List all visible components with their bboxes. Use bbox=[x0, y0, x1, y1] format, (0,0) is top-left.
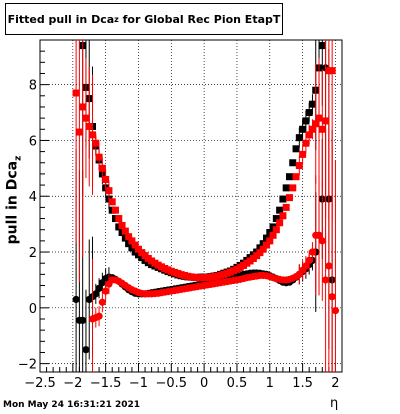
sigma-marker bbox=[263, 241, 270, 249]
sigma-marker bbox=[308, 125, 316, 133]
sigma-marker bbox=[292, 173, 300, 181]
sigma-marker bbox=[328, 67, 336, 75]
sigma-marker bbox=[266, 237, 274, 245]
x-tick-label: 1.5 bbox=[292, 376, 313, 391]
x-tick-label: 0 bbox=[200, 376, 208, 391]
x-tick-label: −1.5 bbox=[90, 376, 122, 391]
title-rest: for Global Rec Pion EtapT bbox=[118, 12, 281, 26]
y-tick-label: 8 bbox=[29, 79, 37, 94]
sigma-marker bbox=[295, 162, 303, 170]
sigma-marker bbox=[282, 203, 290, 211]
sigma-marker bbox=[322, 117, 330, 125]
sigma-marker bbox=[299, 125, 307, 133]
sigma-marker bbox=[108, 198, 116, 206]
sigma-marker bbox=[131, 241, 139, 249]
sigma-marker bbox=[128, 237, 136, 245]
sigma-marker bbox=[272, 226, 280, 234]
y-tick-label: 6 bbox=[29, 134, 37, 149]
sigma-marker bbox=[276, 219, 284, 227]
mean-marker bbox=[98, 298, 106, 306]
sigma-marker bbox=[289, 184, 297, 192]
sigma-marker bbox=[118, 222, 126, 230]
sigma-marker bbox=[282, 184, 290, 192]
title-subscript: z bbox=[114, 14, 119, 24]
sigma-marker bbox=[112, 206, 119, 214]
sigma-marker bbox=[82, 114, 90, 122]
y-axis-label: pull in Dcaz bbox=[5, 156, 24, 245]
x-tick-label: 1 bbox=[266, 376, 274, 391]
mean-marker bbox=[95, 284, 103, 292]
sigma-marker bbox=[312, 120, 320, 128]
sigma-marker bbox=[259, 245, 267, 253]
sigma-marker bbox=[105, 187, 113, 195]
sigma-marker bbox=[272, 215, 280, 223]
mean-marker bbox=[328, 293, 336, 301]
mean-marker bbox=[102, 287, 110, 295]
chart-title: Fitted pull in Dca z for Global Rec Pion … bbox=[5, 3, 283, 35]
sigma-marker bbox=[299, 150, 307, 158]
x-tick-label: −2 bbox=[63, 376, 82, 391]
sigma-marker bbox=[89, 131, 97, 139]
y-tick-label: −2 bbox=[18, 358, 37, 373]
sigma-marker bbox=[302, 117, 310, 125]
sigma-marker bbox=[121, 227, 129, 235]
y-tick-label: 2 bbox=[29, 246, 37, 261]
sigma-marker bbox=[318, 42, 326, 50]
mean-marker bbox=[321, 276, 330, 284]
sigma-marker bbox=[302, 139, 310, 147]
sigma-marker bbox=[285, 194, 293, 202]
y-tick-label: 4 bbox=[29, 190, 37, 205]
sigma-marker bbox=[295, 134, 303, 142]
mean-marker bbox=[72, 295, 80, 304]
sigma-marker bbox=[115, 215, 123, 223]
sigma-marker bbox=[305, 131, 313, 139]
sigma-marker bbox=[308, 100, 316, 108]
mean-marker bbox=[318, 237, 326, 245]
sigma-marker bbox=[102, 175, 110, 183]
sigma-marker bbox=[72, 89, 80, 97]
sigma-marker bbox=[315, 114, 323, 122]
x-tick-label: −1 bbox=[129, 376, 148, 391]
mean-marker bbox=[325, 262, 333, 270]
sigma-marker bbox=[75, 128, 83, 136]
mean-marker bbox=[305, 256, 313, 265]
mean-marker bbox=[331, 307, 340, 315]
x-tick-label: −0.5 bbox=[156, 376, 188, 391]
x-tick-label: 0.5 bbox=[227, 376, 248, 391]
sigma-marker bbox=[318, 125, 326, 133]
x-tick-label: 2 bbox=[331, 376, 339, 391]
sigma-marker bbox=[98, 164, 106, 172]
sigma-marker bbox=[305, 109, 313, 117]
sigma-marker bbox=[95, 153, 103, 161]
mean-marker bbox=[92, 290, 100, 298]
sigma-marker bbox=[285, 173, 293, 181]
x-axis-label: η bbox=[330, 396, 339, 411]
y-tick-label: 0 bbox=[29, 302, 37, 317]
sigma-marker bbox=[276, 206, 284, 214]
ylabel-main: pull in Dca bbox=[4, 160, 21, 245]
sigma-marker bbox=[125, 233, 133, 241]
sigma-marker bbox=[269, 231, 277, 239]
sigma-marker bbox=[92, 139, 100, 147]
sigma-marker bbox=[279, 212, 287, 220]
mean-marker bbox=[95, 312, 103, 320]
mean-marker bbox=[79, 316, 87, 324]
title-main: Fitted pull in Dca bbox=[7, 12, 115, 26]
sigma-marker bbox=[85, 122, 93, 130]
mean-marker bbox=[315, 231, 323, 239]
sigma-marker bbox=[292, 145, 300, 153]
x-tick-label: −2.5 bbox=[24, 376, 56, 391]
sigma-marker bbox=[279, 195, 287, 203]
mean-marker bbox=[308, 248, 317, 256]
mean-marker bbox=[302, 262, 310, 270]
timestamp: Mon May 24 16:31:21 2021 bbox=[3, 400, 141, 410]
sigma-marker bbox=[79, 103, 87, 111]
ylabel-subscript: z bbox=[13, 155, 24, 161]
sigma-marker bbox=[289, 159, 297, 167]
mean-marker bbox=[82, 346, 90, 354]
